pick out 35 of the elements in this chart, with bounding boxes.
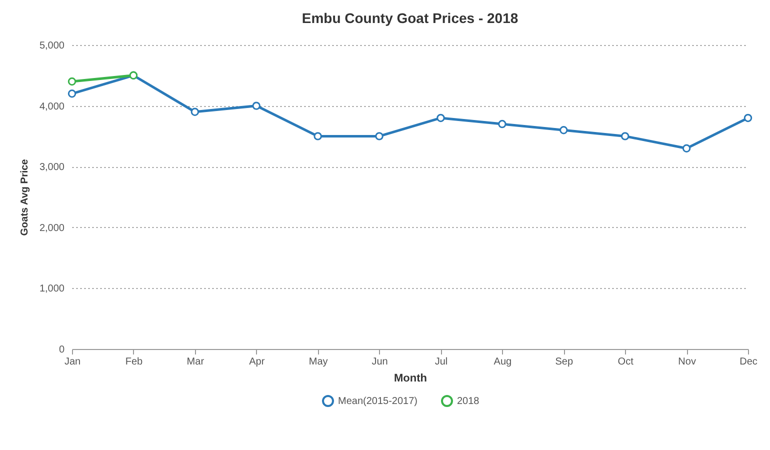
- point: [375, 132, 384, 140]
- point: [68, 77, 76, 86]
- y-tick-label: 0: [58, 344, 65, 356]
- point: [498, 120, 506, 128]
- y-axis-title: Goats Avg Price: [19, 158, 30, 236]
- legend-label: 2018: [457, 396, 480, 407]
- x-tick-label: Feb: [125, 356, 144, 368]
- point: [560, 126, 568, 134]
- y-tick-label: 3,000: [39, 162, 65, 174]
- point: [314, 132, 322, 140]
- y-tick-label: 2,000: [39, 222, 65, 234]
- x-tick-label: Apr: [249, 356, 266, 368]
- legend-label: Mean(2015-2017): [338, 396, 418, 407]
- x-tick-label: Mar: [186, 356, 205, 368]
- x-axis-title: Month: [394, 372, 428, 384]
- chart-title: Embu County Goat Prices - 2018: [302, 10, 518, 26]
- x-tick-label: Jun: [372, 356, 388, 368]
- point: [620, 132, 630, 140]
- x-tick-label: Nov: [678, 356, 696, 368]
- x-tick-label: Sep: [555, 356, 574, 368]
- x-tick-label: Jul: [434, 356, 448, 368]
- point: [68, 90, 76, 98]
- point: [252, 102, 260, 110]
- point: [744, 114, 752, 122]
- x-tick-label: Jan: [64, 356, 81, 368]
- point: [436, 114, 445, 122]
- x-tick-label: Aug: [494, 356, 512, 368]
- y-tick-label: 1,000: [39, 284, 65, 295]
- point: [682, 144, 691, 152]
- x-tick-label: Dec: [740, 356, 758, 368]
- point: [190, 108, 200, 116]
- y-tick-label: 5,000: [39, 40, 65, 52]
- x-tick-label: Oct: [618, 356, 634, 368]
- y-tick-label: 4,000: [39, 101, 65, 112]
- x-tick-label: May: [308, 356, 328, 368]
